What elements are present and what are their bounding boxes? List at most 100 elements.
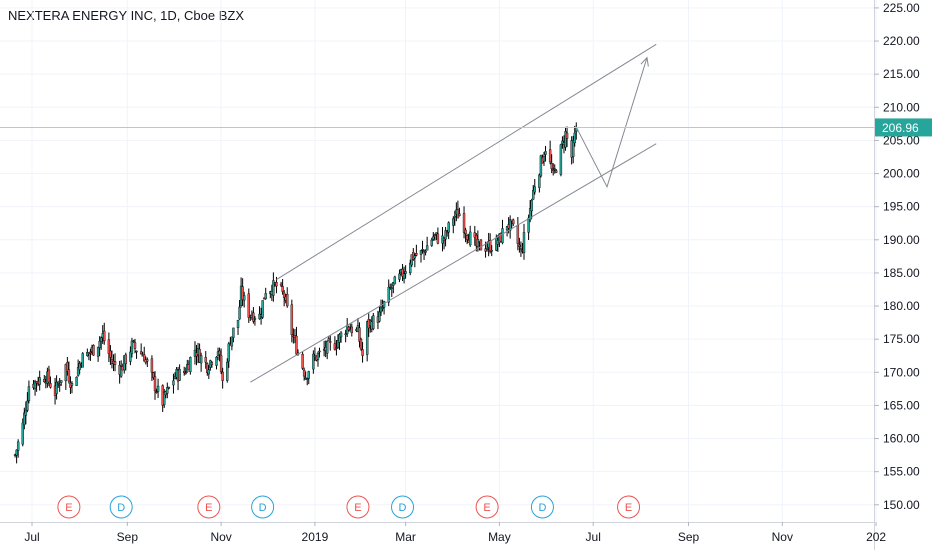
candle	[444, 230, 447, 240]
candle	[135, 350, 138, 353]
channel-lower-line	[250, 143, 657, 383]
candle	[150, 358, 154, 373]
y-tick-label: 160.00	[883, 432, 920, 446]
candle	[76, 367, 80, 376]
x-tick-label: Jul	[24, 530, 39, 544]
candle	[550, 163, 553, 169]
candle	[99, 337, 103, 342]
candle	[67, 369, 71, 382]
candle	[419, 250, 423, 255]
candle	[89, 351, 92, 354]
y-tick-label: 190.00	[883, 233, 920, 247]
candle	[92, 344, 95, 356]
event-marker-label: E	[354, 502, 361, 514]
y-tick-label: 175.00	[883, 332, 920, 346]
candle	[215, 356, 218, 366]
candle	[167, 387, 171, 389]
earnings-marker	[346, 495, 370, 519]
candle	[430, 239, 433, 246]
candle	[24, 409, 28, 416]
candle	[539, 155, 543, 177]
candle	[252, 312, 255, 322]
candle	[204, 357, 207, 363]
x-tick-label: 2019	[302, 530, 329, 544]
candle	[421, 249, 424, 251]
candle	[156, 385, 160, 392]
candle	[130, 340, 134, 354]
candle	[452, 218, 455, 226]
candle	[458, 213, 461, 216]
candle	[301, 353, 304, 369]
candle	[133, 342, 137, 349]
candle	[533, 186, 536, 193]
candle	[479, 239, 483, 251]
candle	[199, 355, 203, 364]
x-tick-label: May	[488, 530, 511, 544]
candle	[488, 239, 492, 252]
event-marker-label: E	[625, 502, 632, 514]
candle	[338, 334, 341, 343]
candle	[153, 376, 157, 392]
candle	[344, 333, 347, 336]
y-tick-label: 205.00	[883, 133, 920, 147]
x-tick-label: Sep	[678, 530, 700, 544]
candle	[129, 351, 132, 362]
candle	[78, 363, 81, 370]
candle	[113, 361, 117, 365]
candle	[98, 340, 101, 348]
candle	[155, 391, 158, 393]
candle	[302, 369, 306, 377]
candle	[60, 380, 63, 383]
candle	[402, 273, 406, 280]
candle	[552, 169, 555, 171]
candle	[218, 350, 221, 355]
y-tick-label: 150.00	[883, 498, 920, 512]
candle	[290, 304, 294, 336]
candle	[379, 306, 383, 313]
candle	[508, 219, 512, 231]
x-tick-label: Nov	[210, 530, 231, 544]
candle	[445, 231, 449, 234]
candle	[453, 215, 457, 218]
candle	[295, 335, 298, 355]
candle	[432, 236, 435, 240]
candle	[512, 219, 515, 225]
candle	[372, 315, 375, 329]
candle	[564, 131, 567, 148]
candle	[565, 132, 569, 139]
y-tick-label: 210.00	[883, 100, 920, 114]
candle	[442, 237, 446, 242]
candle	[318, 350, 321, 353]
candle	[485, 248, 489, 250]
y-tick-label: 185.00	[883, 266, 920, 280]
x-tick-label: Mar	[395, 530, 416, 544]
candle	[70, 383, 74, 386]
candle	[518, 244, 521, 247]
candle	[359, 339, 363, 350]
candle	[286, 294, 289, 307]
candle	[49, 383, 52, 388]
candle	[189, 357, 192, 372]
projection-path	[575, 57, 648, 189]
candle	[307, 371, 310, 379]
candle	[124, 354, 127, 364]
candle	[312, 353, 315, 370]
event-marker-label: E	[483, 502, 490, 514]
candle	[387, 286, 390, 303]
candle	[282, 292, 286, 298]
x-tick-label: 202	[866, 530, 886, 544]
candle	[306, 378, 309, 380]
candle	[573, 132, 576, 144]
candle	[81, 353, 84, 368]
event-marker-label: E	[205, 502, 212, 514]
candle	[530, 200, 533, 212]
candle	[227, 343, 231, 362]
candle	[184, 372, 187, 374]
chart-title: NEXTERA ENERGY INC, 1D, Cboe BZX	[8, 8, 244, 23]
candle	[242, 295, 246, 301]
last-price-label-bg	[875, 118, 932, 137]
candle	[415, 253, 418, 256]
candle	[275, 282, 278, 287]
y-tick-label: 170.00	[883, 365, 920, 379]
